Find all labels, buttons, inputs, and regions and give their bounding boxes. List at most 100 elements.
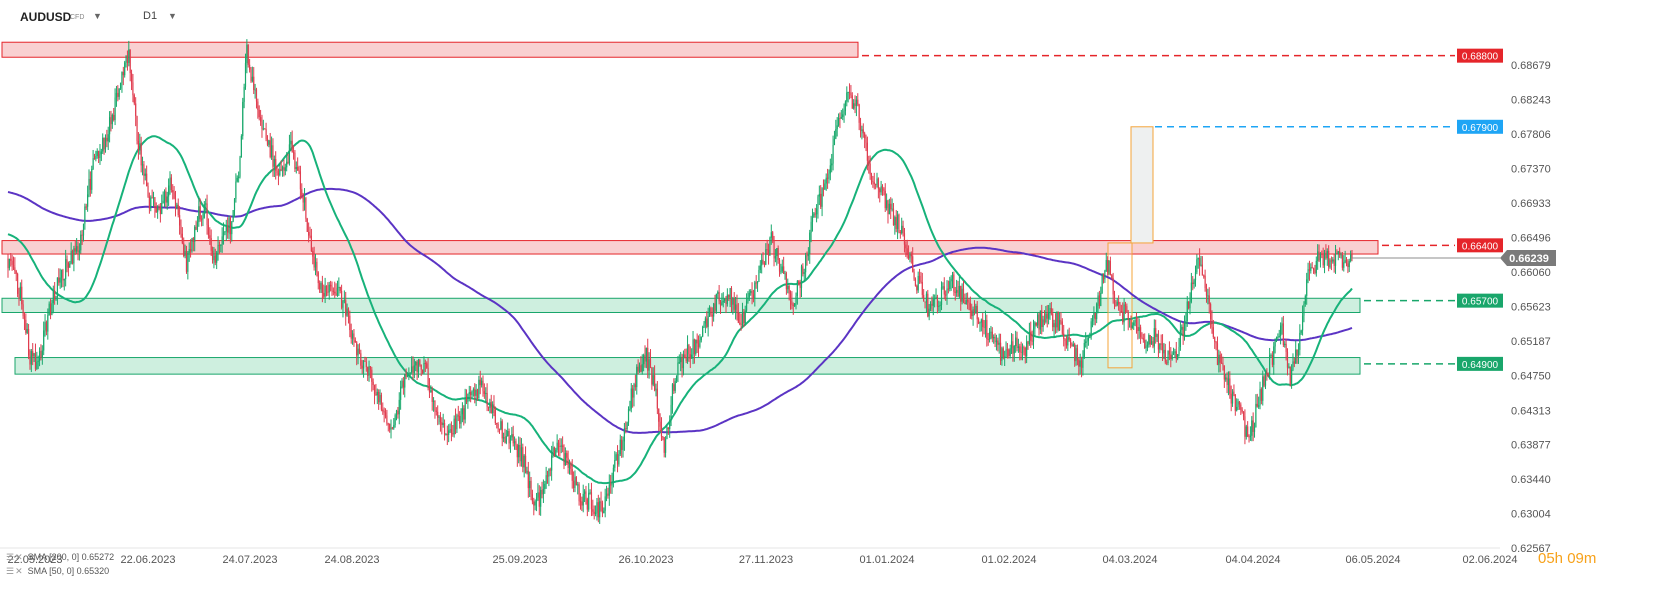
- candle-down: [1296, 349, 1298, 356]
- candle-down: [960, 285, 962, 302]
- candle-down: [685, 358, 687, 362]
- candle-down: [276, 170, 278, 173]
- candle-up: [821, 188, 823, 207]
- candle-down: [496, 422, 498, 425]
- candle-down: [1074, 344, 1076, 362]
- candle-up: [1005, 349, 1007, 357]
- candle-up: [842, 114, 844, 117]
- candle-up: [813, 213, 815, 218]
- candle-down: [567, 457, 569, 468]
- candle-up: [1145, 346, 1147, 348]
- candle-up: [518, 444, 520, 458]
- candle-down: [280, 169, 282, 171]
- symbol-name[interactable]: AUDUSD: [20, 10, 72, 24]
- candle-down: [573, 480, 575, 489]
- candle-up: [60, 269, 63, 278]
- candle-down: [179, 215, 181, 226]
- candle-down: [656, 388, 658, 409]
- candle-up: [780, 271, 782, 273]
- candle-up: [979, 322, 981, 324]
- y-tick-label: 0.68679: [1511, 60, 1551, 72]
- settings-icon[interactable]: ☰✕: [6, 552, 24, 562]
- candle-up: [1075, 348, 1077, 362]
- x-tick-label: 02.06.2024: [1462, 554, 1517, 566]
- legend-sma-50[interactable]: ☰✕ SMA [50, 0] 0.65320: [6, 566, 109, 577]
- candle-down: [857, 99, 859, 105]
- candle-up: [965, 300, 967, 305]
- candle-up: [704, 318, 706, 324]
- candle-up: [1280, 325, 1282, 336]
- timeframe-dropdown-icon[interactable]: ▼: [168, 11, 177, 21]
- candle-up: [765, 249, 767, 265]
- candle-up: [395, 410, 398, 416]
- candle-down: [367, 367, 369, 376]
- candle-down: [1030, 331, 1032, 341]
- candle-up: [44, 322, 46, 331]
- candle-down: [313, 256, 315, 268]
- candle-up: [243, 86, 245, 102]
- candle-up: [191, 238, 193, 252]
- instrument-type: CFD: [70, 14, 85, 21]
- candle-up: [286, 161, 288, 168]
- y-tick-label: 0.64750: [1511, 371, 1551, 383]
- candle-up: [1200, 264, 1202, 266]
- candle-up: [176, 204, 178, 208]
- candle-down: [74, 248, 76, 252]
- candle-down: [275, 159, 277, 171]
- candle-up: [535, 497, 538, 502]
- candle-down: [890, 203, 892, 210]
- candle-down: [358, 348, 361, 354]
- candle-up: [37, 360, 39, 362]
- timeframe-selector[interactable]: D1: [143, 10, 158, 22]
- y-tick-label: 0.68243: [1511, 95, 1551, 107]
- candle-up: [678, 362, 680, 364]
- candle-up: [394, 415, 396, 426]
- candle-down: [98, 151, 100, 159]
- candle-down: [637, 366, 639, 372]
- candle-down: [864, 133, 866, 139]
- current-price-tag: [1500, 250, 1556, 267]
- candle-down: [389, 423, 391, 430]
- candle-down: [1321, 253, 1323, 255]
- zone-layer: [1, 41, 1379, 375]
- candle-up: [556, 442, 558, 450]
- settings-icon[interactable]: ☰✕: [6, 566, 24, 576]
- candle-down: [927, 293, 929, 317]
- candle-up: [228, 217, 230, 233]
- candle-up: [925, 293, 928, 303]
- candle-down: [1336, 253, 1338, 255]
- candle-down: [450, 429, 453, 434]
- candle-up: [1281, 323, 1283, 326]
- candle-down: [1065, 341, 1068, 346]
- candle-up: [141, 164, 144, 166]
- candle-up: [670, 404, 672, 420]
- candle-up: [894, 217, 896, 226]
- candle-up: [603, 510, 605, 514]
- candle-down: [696, 339, 698, 344]
- candle-up: [1079, 360, 1081, 367]
- candle-up: [853, 103, 855, 109]
- candle-up: [1067, 337, 1069, 346]
- candle-down: [557, 442, 560, 446]
- candle-down: [1216, 343, 1219, 365]
- candle-up: [975, 305, 977, 313]
- x-tick-label: 24.08.2023: [324, 554, 379, 566]
- candle-up: [817, 196, 819, 209]
- candle-down: [1130, 318, 1132, 328]
- candle-down: [382, 409, 384, 412]
- candle-down: [531, 494, 534, 502]
- candle-up: [950, 278, 952, 282]
- candle-up: [1072, 344, 1074, 347]
- candle-down: [1152, 341, 1154, 347]
- candle-up: [1299, 332, 1301, 350]
- legend-sma-200[interactable]: ☰✕ SMA [200, 0] 0.65272: [6, 552, 114, 563]
- candle-down: [562, 445, 564, 448]
- candle-up: [695, 339, 697, 354]
- candle-down: [875, 184, 877, 186]
- candle-up: [896, 214, 899, 230]
- candle-down: [334, 291, 336, 294]
- candle-down: [482, 380, 484, 392]
- symbol-dropdown-icon[interactable]: ▼: [93, 11, 102, 21]
- candle-up: [128, 49, 130, 63]
